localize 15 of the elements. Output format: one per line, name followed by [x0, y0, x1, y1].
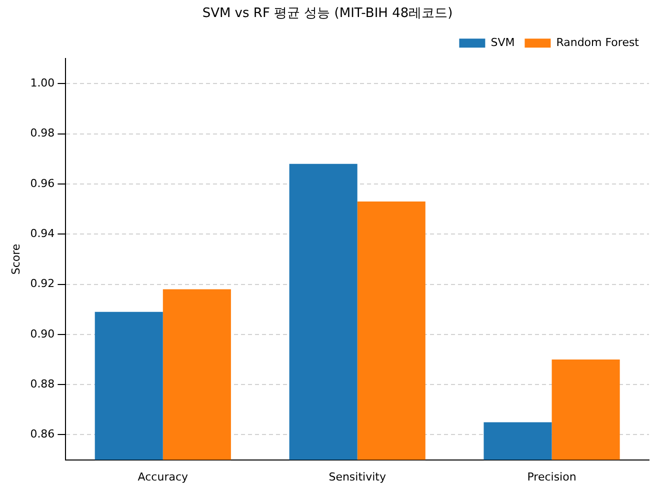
legend-label: Random Forest: [556, 36, 640, 49]
y-axis-title: Score: [9, 244, 22, 275]
y-tick-label: 0.94: [30, 226, 55, 240]
y-tick-label: 1.00: [30, 76, 55, 90]
x-tick-label: Precision: [527, 470, 576, 484]
x-tick-label: Sensitivity: [328, 470, 386, 484]
chart-title: SVM vs RF 평균 성능 (MIT-BIH 48레코드): [202, 6, 453, 22]
x-tick-label: Accuracy: [138, 470, 189, 484]
y-tick-label: 0.86: [30, 428, 55, 441]
y-tick-label: 0.98: [30, 126, 55, 140]
y-tick-label: 0.90: [30, 327, 55, 340]
legend-label: SVM: [490, 36, 515, 49]
y-tick-label: 0.92: [30, 277, 55, 290]
y-tick-label: 0.88: [30, 377, 55, 390]
y-tick-label: 0.96: [30, 176, 55, 190]
